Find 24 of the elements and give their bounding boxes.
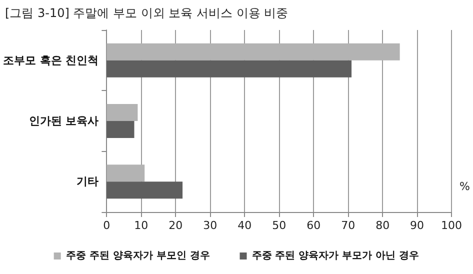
y-tick-label: 기타 — [76, 175, 99, 188]
x-tick-label: 0 — [103, 219, 110, 232]
x-tick-label: 10 — [134, 219, 148, 232]
x-tick-label: 40 — [238, 219, 252, 232]
bar — [106, 121, 134, 138]
legend-label: 주중 주된 양육자가 부모가 아닌 경우 — [252, 250, 420, 262]
x-axis-title: % — [460, 180, 470, 193]
x-tick-label: 80 — [376, 219, 390, 232]
x-tick-label: 20 — [168, 219, 183, 232]
x-tick-label: 30 — [203, 219, 218, 232]
x-tick-label: 60 — [306, 219, 321, 232]
x-tick-label: 70 — [341, 219, 356, 232]
bar — [106, 60, 352, 78]
y-tick-label: 조부모 혹은 친인척 — [2, 54, 99, 67]
bar — [106, 43, 400, 60]
chart-title: [그림 3-10] 주말에 부모 이외 보육 서비스 이용 비중 — [5, 6, 288, 20]
bar — [106, 164, 145, 182]
y-tick-label: 인가된 보육사 — [28, 114, 99, 128]
legend-label: 주중 주된 양육자가 부모인 경우 — [66, 250, 210, 262]
bar — [106, 182, 183, 199]
bar — [106, 104, 138, 121]
x-tick-label: 50 — [272, 219, 286, 232]
x-tick-label: 90 — [410, 219, 424, 232]
x-tick-label: 100 — [441, 219, 462, 232]
